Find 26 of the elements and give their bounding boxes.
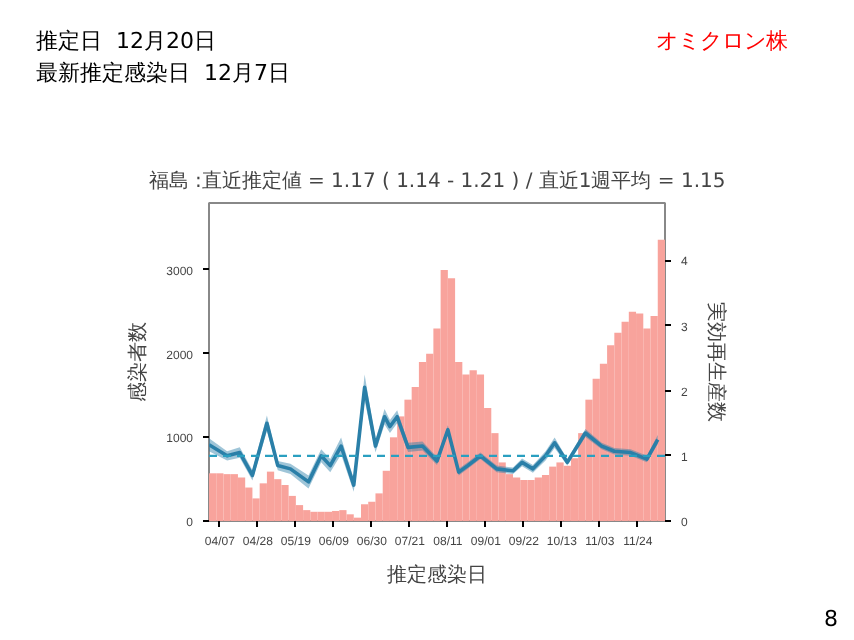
bar [237,477,246,521]
bar [549,466,557,521]
y-axis-title: 感染者数 [126,322,151,402]
bar [657,239,665,521]
bar [368,501,376,521]
bar [303,510,311,521]
bar [266,471,275,521]
bar [346,514,354,521]
text: オミクロン株 [656,26,788,58]
y2-axis-title: 実効再生産数 [703,302,728,422]
text: 8 [824,604,838,636]
text: 最新推定感染日 12月7日 [36,58,290,90]
bar [418,362,427,521]
x-axis-title: 推定感染日 [387,563,487,587]
bar [324,511,333,521]
bar [476,374,485,521]
bar [440,269,448,521]
bar [332,510,340,521]
chart-title: 福島 :直近推定値 = 1.17 ( 1.14 - 1.21 ) / 直近1週平均 = 1.15 [148,169,726,193]
text: 推定日 12月20日 [36,26,216,58]
bar [209,473,217,521]
bar [541,474,550,521]
bar [628,311,637,521]
bar [447,278,456,521]
bar [281,485,289,521]
bar [361,504,369,521]
